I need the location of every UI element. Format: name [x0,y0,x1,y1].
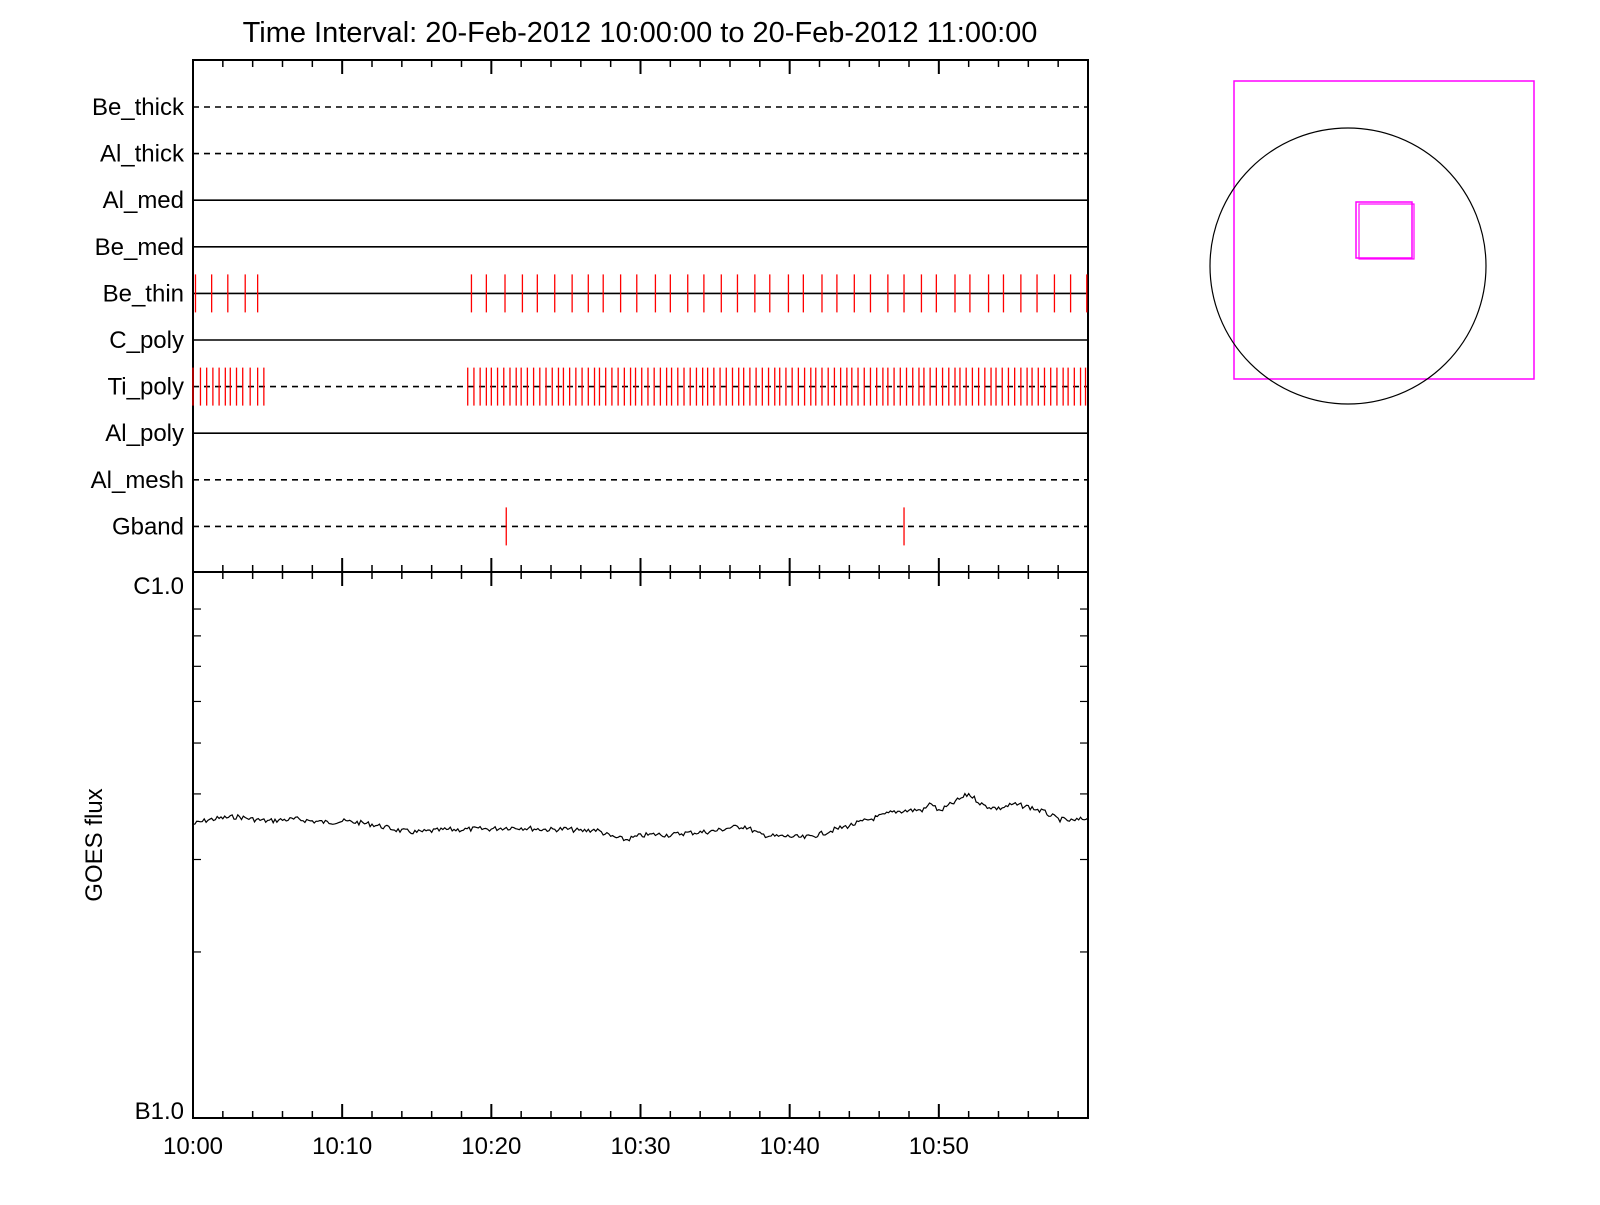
channel-label-al_poly: Al_poly [105,420,184,447]
channel-label-al_mesh: Al_mesh [91,467,184,494]
channel-label-be_thick: Be_thick [92,94,185,121]
channel-label-gband: Gband [112,513,184,540]
timeline-frame [192,59,1089,573]
channel-label-al_med: Al_med [103,187,184,214]
x-tick-label-1: 10:10 [312,1133,372,1160]
y-tick-label-0: C1.0 [133,573,184,600]
goes-flux-line [192,792,1089,842]
fov-thumbnail [1209,80,1535,405]
channel-label-c_poly: C_poly [109,327,184,354]
x-tick-label-0: 10:00 [163,1133,223,1160]
goes-ticks: 10:00 10:10 10:20 10:30 10:40 10:50 C1.0 B1.0 [133,573,1089,1160]
y-tick-label-1: B1.0 [135,1098,184,1125]
x-tick-label-5: 10:50 [909,1133,969,1160]
fov-inner-box-2 [1358,203,1415,260]
timeline-channels: Be_thick Al_thick Al_med Be_med Be_thin C_pol… [91,94,1088,546]
timeline-ticks [192,60,1089,586]
goes-frame [192,571,1089,1119]
x-tick-label-3: 10:30 [610,1133,670,1160]
chart-title: Time Interval: 20-Feb-2012 10:00:00 to 2… [243,17,1038,49]
channel-label-be_thin: Be_thin [103,280,184,307]
y-axis-label: GOES flux [81,788,108,901]
timeline-panel: Be_thick Al_thick Al_med Be_med Be_thin C_pol… [91,59,1089,586]
channel-label-be_med: Be_med [95,234,184,261]
goes-panel: 10:00 10:10 10:20 10:30 10:40 10:50 C1.0 B1.0 G… [81,571,1089,1160]
fov-inner-box [1355,201,1413,259]
channel-label-al_thick: Al_thick [100,141,185,168]
channel-label-ti_poly: Ti_poly [108,374,184,401]
fov-outer-box [1233,80,1535,380]
x-tick-label-4: 10:40 [760,1133,820,1160]
x-tick-label-2: 10:20 [461,1133,521,1160]
solar-disk [1209,127,1487,405]
